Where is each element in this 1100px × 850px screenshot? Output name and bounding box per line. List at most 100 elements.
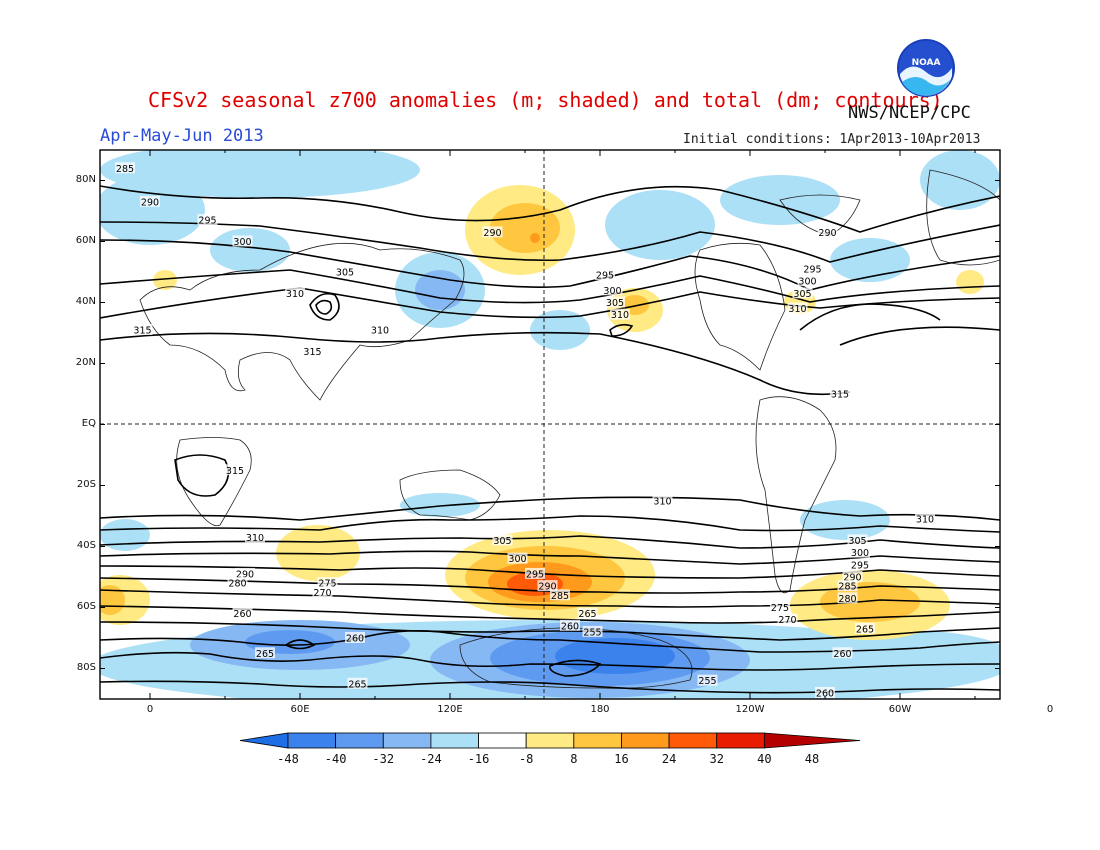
svg-text:265: 265 bbox=[256, 649, 274, 660]
svg-text:270: 270 bbox=[778, 615, 796, 626]
svg-text:295: 295 bbox=[851, 560, 869, 571]
svg-text:280: 280 bbox=[228, 579, 246, 590]
contour-label: 265 bbox=[255, 647, 275, 660]
lat-tick-label: 40S bbox=[76, 539, 96, 551]
svg-text:290: 290 bbox=[538, 582, 556, 593]
contour-label: 290 bbox=[235, 567, 255, 580]
svg-text:265: 265 bbox=[578, 609, 596, 620]
svg-text:290: 290 bbox=[483, 228, 501, 239]
colorbar-tick-label: 40 bbox=[757, 752, 772, 766]
contour-label: 305 bbox=[847, 534, 868, 547]
colorbar-segment bbox=[478, 732, 527, 749]
lat-tick-label: 40N bbox=[75, 295, 96, 307]
svg-text:295: 295 bbox=[198, 216, 216, 227]
colorbar-segment bbox=[716, 732, 765, 749]
svg-text:305: 305 bbox=[606, 298, 624, 309]
svg-text:260: 260 bbox=[233, 609, 251, 620]
colorbar-segment bbox=[335, 732, 384, 749]
contour-label: 260 bbox=[345, 632, 365, 645]
contour-label: 255 bbox=[582, 625, 603, 638]
contour-label: 310 bbox=[610, 308, 630, 321]
contour-label: 255 bbox=[697, 674, 718, 687]
contour-label: 260 bbox=[232, 607, 253, 620]
lon-tick-label: 120W bbox=[735, 704, 765, 715]
colorbar-tick-label: -8 bbox=[518, 752, 534, 766]
svg-text:290: 290 bbox=[141, 197, 159, 208]
svg-text:305: 305 bbox=[848, 536, 866, 547]
lat-tick-label: 60S bbox=[76, 600, 96, 612]
initial-conditions: Initial conditions: 1Apr2013-10Apr2013 bbox=[683, 132, 981, 147]
svg-text:260: 260 bbox=[561, 621, 579, 632]
svg-text:255: 255 bbox=[698, 676, 716, 687]
contour-label: 305 bbox=[605, 296, 625, 309]
contour-label: 290 bbox=[842, 571, 863, 584]
contour-label: 295 bbox=[802, 262, 823, 275]
svg-text:265: 265 bbox=[348, 679, 366, 690]
colorbar-tick-label: 48 bbox=[804, 752, 820, 766]
colorbar bbox=[239, 732, 861, 749]
svg-text:260: 260 bbox=[346, 634, 364, 645]
contour-label: 280 bbox=[227, 577, 248, 590]
colorbar-tick-label: 8 bbox=[570, 752, 578, 766]
svg-text:NOAA: NOAA bbox=[912, 58, 941, 68]
svg-text:265: 265 bbox=[856, 624, 874, 635]
colorbar-segment bbox=[287, 732, 337, 749]
colorbar-tick-label: 32 bbox=[709, 752, 724, 766]
lat-tick-label: 60N bbox=[75, 234, 96, 246]
contour-label: 295 bbox=[850, 558, 870, 571]
contour-label: 315 bbox=[830, 388, 850, 401]
contour-label: 285 bbox=[115, 162, 135, 175]
contour-label: 315 bbox=[132, 323, 153, 336]
contour-label: 280 bbox=[837, 592, 858, 605]
svg-text:300: 300 bbox=[508, 554, 526, 565]
svg-text:300: 300 bbox=[233, 237, 251, 248]
contour-label: 285 bbox=[550, 589, 570, 602]
contour-label: 265 bbox=[577, 607, 598, 620]
svg-text:290: 290 bbox=[843, 573, 861, 584]
svg-text:305: 305 bbox=[793, 289, 811, 300]
lon-tick-label: 120E bbox=[437, 704, 463, 715]
svg-text:270: 270 bbox=[313, 588, 331, 599]
svg-text:300: 300 bbox=[798, 277, 816, 288]
lat-tick-label: 20S bbox=[76, 478, 96, 490]
contour-label: 260 bbox=[815, 686, 835, 699]
contour-label: 265 bbox=[347, 677, 368, 690]
svg-text:315: 315 bbox=[226, 466, 244, 477]
colorbar-segment bbox=[525, 732, 575, 749]
svg-text:290: 290 bbox=[236, 569, 254, 580]
lat-tick-label: 80N bbox=[75, 173, 96, 185]
agency-label: NWS/NCEP/CPC bbox=[848, 103, 971, 123]
contour-label: 260 bbox=[560, 619, 580, 632]
colorbar-tick-label: 16 bbox=[614, 752, 629, 766]
contour-label: 305 bbox=[335, 266, 355, 279]
contour-label: 300 bbox=[602, 284, 623, 297]
svg-text:310: 310 bbox=[371, 325, 389, 336]
contour-label: 310 bbox=[370, 323, 390, 336]
contour-label: 290 bbox=[482, 226, 503, 239]
svg-text:285: 285 bbox=[551, 591, 569, 602]
lon-tick-label: 0 bbox=[146, 704, 154, 715]
svg-text:275: 275 bbox=[318, 579, 336, 590]
svg-text:315: 315 bbox=[831, 390, 849, 401]
contour-label: 265 bbox=[855, 622, 875, 635]
colorbar-segment bbox=[573, 732, 622, 749]
colorbar-segment bbox=[621, 732, 670, 749]
svg-text:300: 300 bbox=[603, 286, 621, 297]
colorbar-arrow-right bbox=[763, 732, 861, 749]
svg-text:285: 285 bbox=[838, 582, 856, 593]
lat-tick-label: 20N bbox=[75, 356, 96, 368]
contour-label: 310 bbox=[652, 494, 673, 507]
contour-label: 315 bbox=[302, 345, 323, 358]
noaa-logo-icon: NOAA bbox=[897, 39, 955, 97]
colorbar-arrow-left bbox=[239, 732, 289, 749]
colorbar-segment bbox=[382, 732, 432, 749]
contour-label: 290 bbox=[140, 195, 160, 208]
contour-label: 315 bbox=[225, 464, 245, 477]
contour-label: 310 bbox=[915, 513, 935, 526]
map-title: CFSv2 seasonal z700 anomalies (m; shaded… bbox=[148, 88, 943, 112]
svg-text:280: 280 bbox=[838, 594, 856, 605]
contour-label: 270 bbox=[777, 613, 798, 626]
svg-text:295: 295 bbox=[596, 271, 614, 282]
forecast-period: Apr-May-Jun 2013 bbox=[100, 126, 264, 146]
colorbar-tick-label: -16 bbox=[467, 752, 490, 766]
